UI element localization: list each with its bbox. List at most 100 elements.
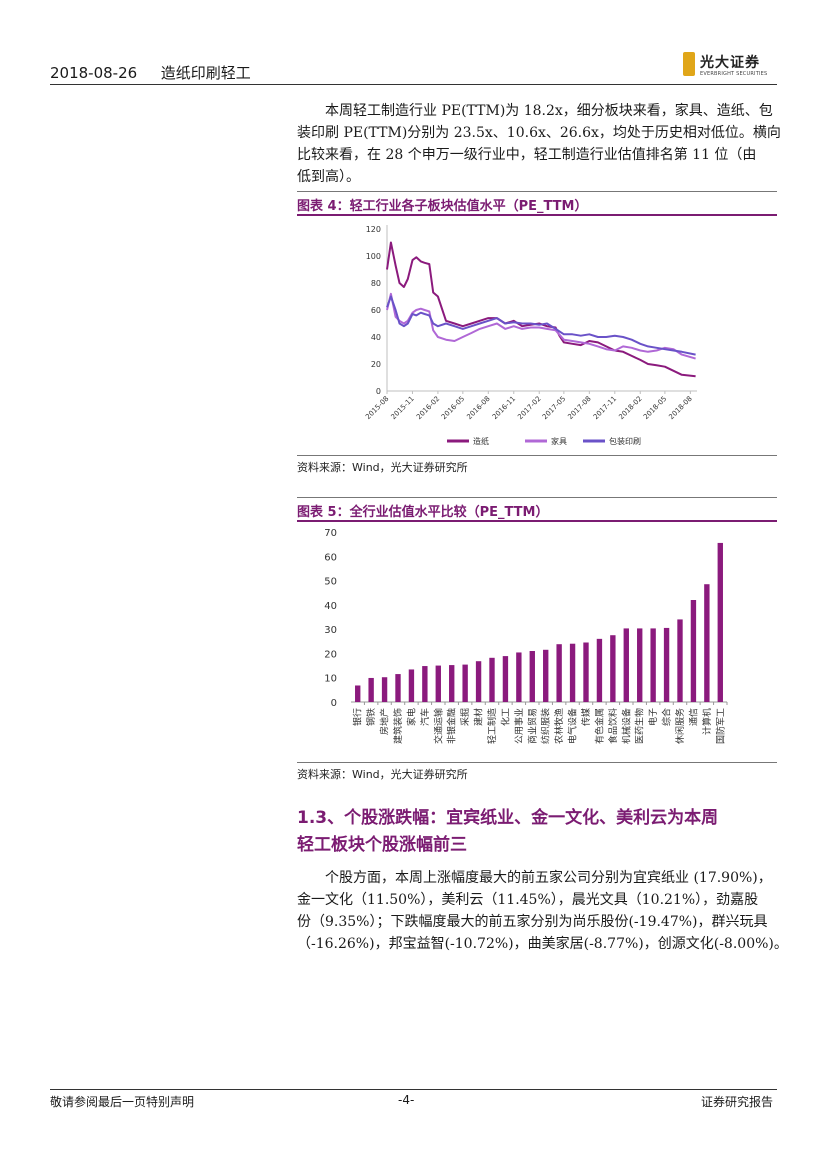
header-title: 造纸印刷轻工 [160,64,251,82]
category-label: 交通运输 [432,708,444,744]
category-label: 家电 [405,708,417,726]
bar [516,652,522,702]
y-tick-label: 120 [366,225,381,234]
figure4-title-rule [297,214,777,216]
intro-paragraph: 本周轻工制造行业 PE(TTM)为 18.2x，细分板块来看，家具、造纸、包 装… [297,100,781,188]
category-label: 电气设备 [567,708,579,744]
series-line-2 [386,292,696,360]
category-label: 机械设备 [620,708,632,744]
footer-report-type: 证券研究报告 [701,1095,774,1109]
body-line: 份（9.35%）；下跌幅度最大的前五家分别为尚乐股份(-19.47%)，群兴玩具 [297,914,768,930]
logo-name-en: EVERBRIGHT SECURITIES [700,71,768,77]
bar [475,661,482,702]
category-label: 电子 [647,708,659,726]
category-label: 房地产 [379,708,391,735]
body-line: 个股方面，本周上涨幅度最大的前五家公司分别为宜宾纸业 (17.90%)， [325,870,772,886]
category-label: 综合 [661,708,673,726]
y-tick-label: 20 [324,649,337,660]
company-logo: 光大证券 EVERBRIGHT SECURITIES [683,50,783,80]
y-tick-label: 0 [331,698,337,709]
legend-label: 造纸 [473,436,489,446]
bar [650,628,656,702]
y-tick-label: 70 [324,528,337,539]
y-tick-label: 60 [371,306,381,315]
footer-disclaimer: 敬请参阅最后一页特别声明 [50,1095,195,1109]
y-tick-label: 80 [371,279,381,288]
bar [677,619,683,702]
intro-line: 比较来看，在 28 个申万一级行业中，轻工制造行业估值排名第 11 位（由 [297,147,757,163]
category-label: 农林牧渔 [553,708,565,744]
page-header: 2018-08-26 造纸印刷轻工 [50,62,251,83]
y-tick-label: 30 [324,625,337,636]
category-label: 纺织服装 [540,708,552,744]
category-label: 医药生物 [634,708,646,744]
bar [462,664,468,702]
bar [569,643,576,702]
bar [583,642,589,702]
figure5-title-rule [297,520,777,522]
category-label: 采掘 [459,708,471,726]
category-label: 公用事业 [513,708,525,744]
category-label: 钢铁 [365,708,377,726]
y-tick-label: 10 [324,674,337,685]
bar [408,669,415,702]
series-line-1 [386,241,696,378]
intro-line: 本周轻工制造行业 PE(TTM)为 18.2x，细分板块来看，家具、造纸、包 [325,103,773,119]
legend-label: 包装印刷 [609,436,641,446]
category-label: 建筑装饰 [392,708,404,744]
bar [529,651,535,702]
figure5-title: 图表 5：全行业估值水平比较（PE_TTM） [297,505,549,520]
series-line-3 [386,295,696,356]
figure4-top-rule [297,191,777,192]
intro-line: 低到高）。 [297,169,360,185]
category-label: 计算机 [701,708,713,735]
bar [435,665,441,702]
bar [381,677,388,702]
bar [368,677,374,702]
y-tick-label: 50 [324,577,337,588]
x-tick-label: 2016-05 [440,395,466,421]
x-tick-label: 2016-08 [465,395,491,421]
figure5-bottom-rule [297,762,777,763]
bar [663,627,670,702]
y-tick-label: 40 [324,601,337,612]
body-line: （-16.26%)，邦宝益智(-10.72%)，曲美家居(-8.77%)，创源文… [297,936,788,952]
bar [704,584,710,702]
x-tick-label: 2017-02 [516,395,542,421]
bar [556,644,562,702]
category-label: 汽车 [419,708,431,726]
bar [449,665,455,702]
y-tick-label: 100 [366,252,381,261]
bar [637,628,643,702]
x-tick-label: 2017-08 [566,395,592,421]
category-label: 国防军工 [714,708,726,744]
category-label: 食品饮料 [607,708,619,744]
legend-label: 家具 [551,436,567,446]
bar [502,656,509,702]
x-tick-label: 2018-02 [617,395,643,421]
figure5-top-rule [297,497,777,498]
figure4-source: 资料来源：Wind，光大证券研究所 [297,461,468,474]
x-tick-label: 2015-08 [364,395,390,421]
section-heading-line: 1.3、个股涨跌幅：宜宾纸业、金一文化、美利云为本周 [297,808,719,828]
x-tick-label: 2018-05 [642,395,668,421]
category-label: 有色金属 [593,708,605,744]
x-tick-label: 2017-05 [541,395,567,421]
header-rule [50,84,777,85]
category-label: 建材 [473,708,485,726]
y-tick-label: 20 [371,360,381,369]
category-label: 非银金融 [446,708,458,744]
y-tick-label: 0 [376,387,381,396]
category-label: 化工 [499,708,511,726]
bar [422,666,428,702]
category-label: 银行 [352,708,364,726]
bar [355,685,361,702]
x-tick-label: 2016-11 [491,395,517,421]
industry-pe-bar-chart: 0 10 20 30 40 50 60 70 银行 钢铁 房地产 建筑装饰 家电 汽车 交通运输 非银金融 采掘… [324,528,728,744]
y-tick-label: 40 [371,333,381,342]
x-tick-label: 2015-11 [390,395,416,421]
intro-line: 装印刷 PE(TTM)分别为 23.5x、10.6x、26.6x，均处于历史相对… [297,125,781,141]
body-line: 金一文化（11.50%），美利云（11.45%），晨光文具（10.21%），劲嘉… [297,892,759,908]
figure4-bottom-rule [297,455,777,456]
